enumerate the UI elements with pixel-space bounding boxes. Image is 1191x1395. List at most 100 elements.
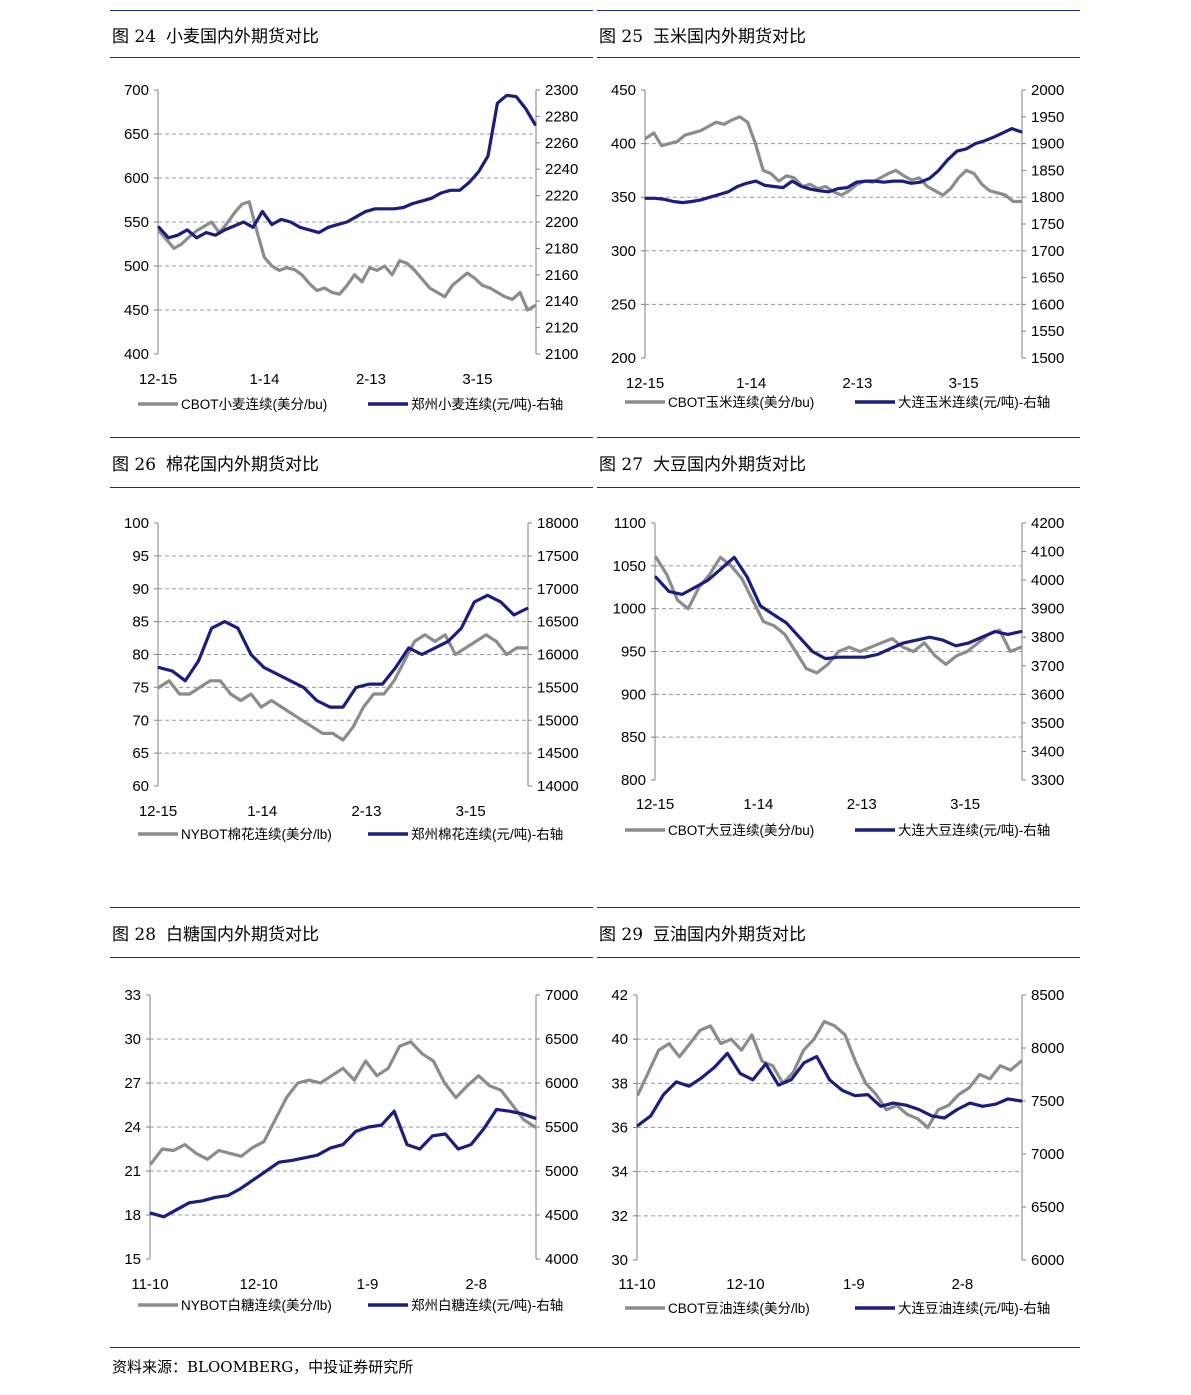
right-tick-label: 4000	[545, 1251, 578, 1268]
figure-title: 图 26 棉花国内外期货对比	[112, 450, 319, 475]
figure-number: 图 24	[112, 27, 157, 47]
figure-caption: 豆油国内外期货对比	[653, 925, 807, 945]
figure-title: 图 24 小麦国内外期货对比	[112, 22, 319, 47]
right-tick-label: 1650	[1031, 270, 1064, 287]
right-tick-label: 1600	[1031, 296, 1064, 313]
left-tick-label: 400	[611, 136, 636, 153]
legend-label: CBOT大豆连续(美分/bu)	[668, 823, 814, 838]
x-tick-label: 11-10	[618, 1276, 655, 1293]
legend-label: NYBOT棉花连续(美分/lb)	[181, 827, 332, 842]
x-tick-label: 3-15	[949, 375, 979, 392]
figure-caption: 棉花国内外期货对比	[166, 455, 320, 475]
left-tick-label: 550	[124, 214, 149, 231]
legend-label: 郑州小麦连续(元/吨)-右轴	[411, 397, 563, 412]
right-tick-label: 1500	[1031, 350, 1064, 367]
left-tick-label: 450	[611, 82, 636, 99]
left-tick-label: 850	[621, 729, 646, 746]
figure-title: 图 28 白糖国内外期货对比	[112, 920, 319, 945]
left-tick-label: 1050	[613, 558, 646, 575]
right-tick-label: 5000	[545, 1163, 578, 1180]
legend-label: NYBOT白糖连续(美分/lb)	[181, 1298, 332, 1313]
right-tick-label: 3300	[1031, 772, 1064, 789]
right-tick-label: 3800	[1031, 629, 1064, 646]
left-tick-label: 500	[124, 258, 149, 275]
series-line-foreign	[654, 555, 1023, 675]
panel-title-rule	[597, 57, 1080, 58]
x-tick-label: 12-10	[240, 1276, 278, 1293]
series-line-domestic	[149, 1107, 537, 1219]
left-tick-label: 950	[621, 644, 646, 661]
panel-title-rule	[597, 487, 1080, 488]
left-tick-label: 650	[124, 126, 149, 143]
x-tick-label: 3-15	[456, 803, 486, 820]
right-tick-label: 18000	[537, 515, 579, 532]
figure-number: 图 26	[112, 455, 157, 475]
right-tick-label: 8000	[1031, 1040, 1064, 1057]
right-tick-label: 4000	[1031, 572, 1064, 589]
right-tick-label: 1700	[1031, 243, 1064, 260]
panel-top-rule	[110, 437, 593, 438]
right-tick-label: 2100	[545, 346, 578, 363]
x-tick-label: 12-15	[139, 371, 177, 388]
left-tick-label: 450	[124, 302, 149, 319]
figure-number: 图 28	[112, 925, 157, 945]
panel-top-rule	[597, 10, 1080, 11]
left-tick-label: 15	[124, 1251, 141, 1268]
left-tick-label: 60	[132, 778, 149, 795]
right-tick-label: 2280	[545, 108, 578, 125]
right-tick-label: 5500	[545, 1119, 578, 1136]
right-tick-label: 2000	[1031, 82, 1064, 99]
x-tick-label: 12-15	[139, 803, 177, 820]
series-line-domestic	[644, 127, 1023, 205]
legend-label: 郑州棉花连续(元/吨)-右轴	[411, 827, 563, 842]
left-tick-label: 34	[611, 1164, 628, 1181]
right-tick-label: 2300	[545, 82, 578, 99]
left-tick-label: 700	[124, 82, 149, 99]
left-tick-label: 350	[611, 189, 636, 206]
right-tick-label: 2120	[545, 320, 578, 337]
series-line-domestic	[636, 1051, 1023, 1128]
right-tick-label: 1750	[1031, 216, 1064, 233]
series-line-foreign	[157, 633, 529, 742]
right-tick-label: 3900	[1031, 601, 1064, 618]
left-tick-label: 30	[124, 1031, 141, 1048]
left-tick-label: 42	[611, 987, 628, 1004]
right-tick-label: 2160	[545, 267, 578, 284]
right-tick-label: 2260	[545, 135, 578, 152]
series-line-domestic	[654, 555, 1023, 661]
right-tick-label: 1900	[1031, 136, 1064, 153]
panel-title-rule	[110, 957, 593, 958]
right-tick-label: 3600	[1031, 686, 1064, 703]
x-tick-label: 2-8	[465, 1276, 487, 1293]
left-tick-label: 33	[124, 987, 141, 1004]
left-tick-label: 32	[611, 1208, 628, 1225]
right-tick-label: 7000	[545, 987, 578, 1004]
left-tick-label: 95	[132, 548, 149, 565]
left-tick-label: 65	[132, 745, 149, 762]
figure-title: 图 29 豆油国内外期货对比	[599, 920, 806, 945]
legend-label: 郑州白糖连续(元/吨)-右轴	[411, 1298, 563, 1313]
right-tick-label: 15000	[537, 712, 579, 729]
left-tick-label: 600	[124, 170, 149, 187]
series-line-domestic	[157, 593, 529, 709]
series-line-foreign	[149, 1040, 537, 1166]
panel-title-rule	[597, 957, 1080, 958]
panel-title-rule	[110, 487, 593, 488]
left-tick-label: 38	[611, 1075, 628, 1092]
footer-rule	[110, 1347, 1080, 1348]
series-line-foreign	[636, 1019, 1023, 1130]
legend-label: 大连玉米连续(元/吨)-右轴	[898, 395, 1050, 410]
figure-caption: 大豆国内外期货对比	[653, 455, 807, 475]
right-tick-label: 16500	[537, 614, 579, 631]
left-tick-label: 70	[132, 712, 149, 729]
panel-top-rule	[597, 437, 1080, 438]
x-tick-label: 2-8	[952, 1276, 974, 1293]
right-tick-label: 1850	[1031, 162, 1064, 179]
left-tick-label: 300	[611, 243, 636, 260]
figure-caption: 小麦国内外期货对比	[166, 27, 320, 47]
right-tick-label: 7500	[1031, 1093, 1064, 1110]
x-tick-label: 3-15	[950, 796, 980, 813]
x-tick-label: 12-15	[636, 796, 674, 813]
